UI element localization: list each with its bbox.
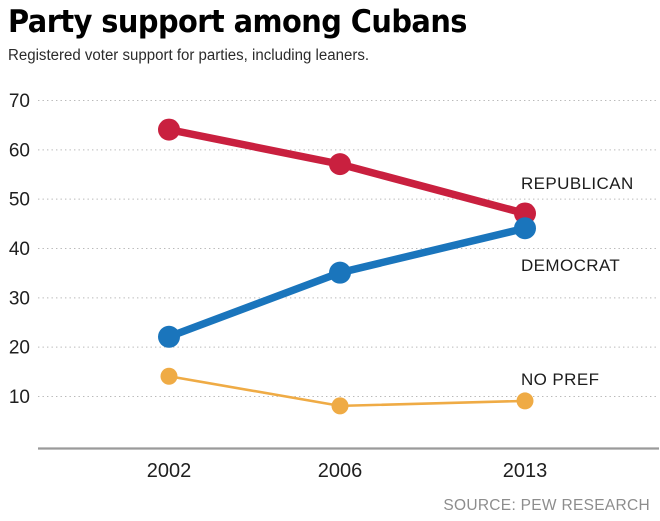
page-title: Party support among Cubans xyxy=(8,4,467,40)
y-tick-label-70: 70 xyxy=(9,91,30,112)
data-point-democrat-2006[interactable] xyxy=(329,261,351,284)
series-inline-labels: REPUBLICAN DEMOCRAT NO PREF xyxy=(521,174,634,389)
chart-subtitle: Registered voter support for parties, in… xyxy=(8,47,370,64)
x-tick-label-2002: 2002 xyxy=(147,460,192,482)
chart-header: Party support among Cubans Registered vo… xyxy=(8,0,652,66)
y-tick-label-30: 30 xyxy=(9,288,30,309)
x-tick-label-2006: 2006 xyxy=(318,460,363,482)
data-point-republican-2002[interactable] xyxy=(158,118,180,141)
series-markers-group xyxy=(158,118,536,415)
y-tick-label-40: 40 xyxy=(9,239,30,260)
series-label-democrat: DEMOCRAT xyxy=(521,256,620,275)
data-point-no-pref-2006[interactable] xyxy=(331,397,349,415)
x-tick-label-2013: 2013 xyxy=(503,460,548,482)
data-point-republican-2006[interactable] xyxy=(329,153,351,176)
data-point-democrat-2013[interactable] xyxy=(514,217,536,240)
series-line-democrat xyxy=(165,224,529,341)
gridlines-group xyxy=(38,100,659,397)
y-tick-label-60: 60 xyxy=(9,140,30,161)
data-point-no-pref-2013[interactable] xyxy=(516,392,534,410)
y-tick-label-50: 50 xyxy=(9,190,30,211)
series-label-republican: REPUBLICAN xyxy=(521,174,634,193)
y-axis-tick-labels: 10 20 30 40 50 60 70 xyxy=(9,91,30,408)
data-point-democrat-2002[interactable] xyxy=(158,325,180,348)
series-label-no-pref: NO PREF xyxy=(521,370,599,389)
x-axis-tick-labels: 2002 2006 2013 xyxy=(147,460,548,482)
y-tick-label-10: 10 xyxy=(9,387,30,408)
y-tick-label-20: 20 xyxy=(9,338,30,359)
source-note: SOURCE: PEW RESEARCH xyxy=(443,497,650,514)
data-point-no-pref-2002[interactable] xyxy=(160,367,178,385)
